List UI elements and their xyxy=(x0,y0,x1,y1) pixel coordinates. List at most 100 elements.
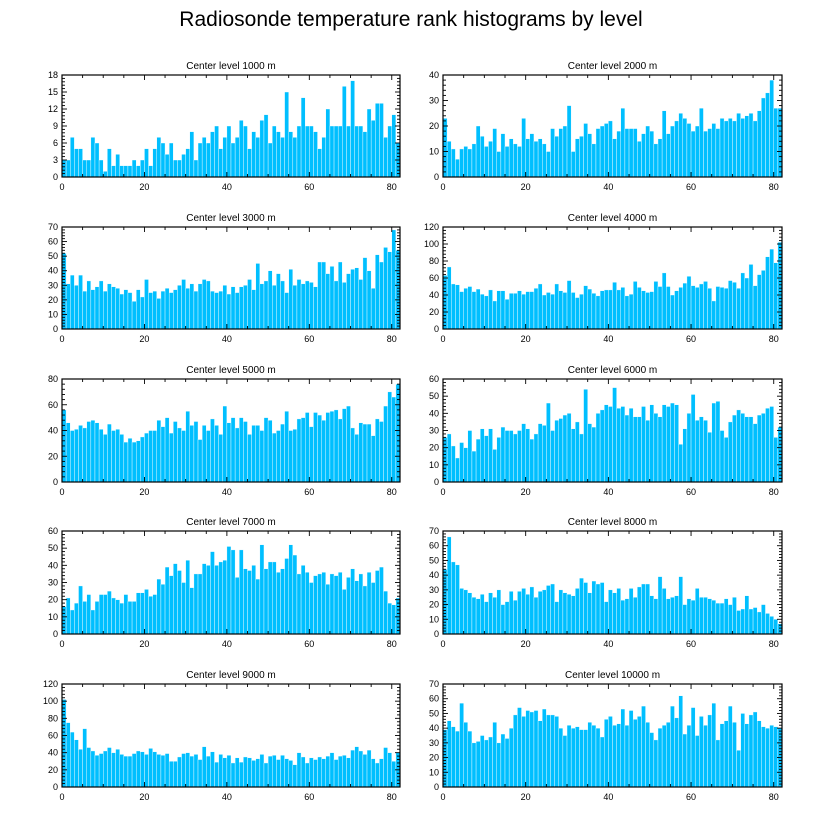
histogram-bar xyxy=(657,416,663,483)
histogram-bar xyxy=(504,299,510,330)
histogram-bar xyxy=(193,573,199,635)
histogram-bar xyxy=(579,577,584,635)
histogram-bar xyxy=(537,423,543,483)
histogram-bar xyxy=(358,750,364,788)
histogram-bar xyxy=(500,290,506,330)
histogram-bar xyxy=(570,151,576,178)
x-tick-label: 60 xyxy=(686,792,696,802)
histogram-bar xyxy=(666,133,671,178)
histogram-bar xyxy=(736,750,741,788)
histogram-bar xyxy=(387,602,392,635)
histogram-bar xyxy=(674,290,679,330)
panel-title: Center level 9000 m xyxy=(186,670,276,681)
x-tick-label: 60 xyxy=(686,182,696,192)
histogram-bar xyxy=(558,418,564,483)
histogram-bar xyxy=(103,750,108,788)
histogram-bar xyxy=(144,279,149,330)
histogram-bar xyxy=(620,287,626,330)
histogram-bar xyxy=(173,563,178,635)
x-tick-label: 60 xyxy=(686,487,696,497)
histogram-bar xyxy=(197,573,203,635)
histogram-bar xyxy=(446,720,452,788)
histogram-bar xyxy=(288,430,294,483)
histogram-bar xyxy=(78,585,83,635)
histogram-bar xyxy=(370,582,376,635)
histogram-bar xyxy=(525,291,531,330)
histogram-bar xyxy=(682,733,688,788)
histogram-bar xyxy=(263,417,269,483)
histogram-bar xyxy=(637,287,642,330)
histogram-bar xyxy=(682,604,688,635)
histogram-bar xyxy=(90,137,96,178)
histogram-bar xyxy=(317,573,322,635)
y-tick-label: 10 xyxy=(429,147,439,157)
histogram-bar xyxy=(107,148,112,178)
histogram-bar xyxy=(467,730,473,788)
x-tick-label: 80 xyxy=(769,792,779,802)
histogram-bar xyxy=(723,598,729,635)
histogram-bar xyxy=(123,594,129,635)
histogram-bar xyxy=(492,449,497,483)
histogram-bar xyxy=(740,413,745,483)
histogram-bar xyxy=(193,421,199,483)
y-tick-label: 50 xyxy=(429,555,439,565)
histogram-bar xyxy=(467,148,473,178)
histogram-bar xyxy=(135,165,141,178)
histogram-bar xyxy=(234,427,240,483)
histogram-bar xyxy=(342,86,347,178)
histogram-bar xyxy=(168,432,174,483)
histogram-bar xyxy=(107,283,112,330)
histogram-bar xyxy=(123,441,129,483)
histogram-bar xyxy=(160,755,166,788)
histogram-bar xyxy=(177,285,182,330)
histogram-bar xyxy=(587,423,593,483)
histogram-bar xyxy=(661,725,667,788)
histogram-bar xyxy=(272,755,277,788)
histogram-bar xyxy=(214,125,219,178)
histogram-bar xyxy=(773,262,779,330)
histogram-bar xyxy=(168,761,174,788)
x-tick-label: 40 xyxy=(222,182,232,192)
histogram-bar xyxy=(383,747,388,788)
histogram-bar xyxy=(537,720,543,788)
histogram-bar xyxy=(82,159,87,178)
histogram-bar xyxy=(641,406,646,483)
histogram-bar xyxy=(90,609,96,635)
histogram-bar xyxy=(65,597,71,635)
histogram-bar xyxy=(513,293,518,330)
histogram-bar xyxy=(566,413,572,483)
panel-title: Center level 1000 m xyxy=(186,61,276,72)
histogram-bar xyxy=(304,572,310,635)
histogram-bar xyxy=(570,595,576,635)
histogram-bar xyxy=(521,423,526,483)
histogram-bar xyxy=(756,611,762,635)
y-tick-label: 6 xyxy=(53,138,58,148)
histogram-bar xyxy=(521,118,526,178)
histogram-bar xyxy=(160,290,166,330)
histogram-bar xyxy=(317,414,322,483)
histogram-bar xyxy=(243,756,248,788)
histogram-bar xyxy=(533,597,539,635)
histogram-bar xyxy=(131,159,137,178)
plot-frame xyxy=(442,530,783,635)
histogram-bar xyxy=(694,125,700,178)
histogram-bar xyxy=(135,289,141,330)
histogram-bar xyxy=(296,125,302,178)
histogram-bar xyxy=(375,254,380,330)
histogram-bar xyxy=(276,131,281,178)
histogram-bar xyxy=(765,727,770,788)
histogram-bar xyxy=(255,578,261,635)
histogram-bar xyxy=(156,754,162,788)
histogram-bar xyxy=(492,722,497,788)
histogram-bar xyxy=(358,573,364,635)
histogram-bar xyxy=(496,290,502,330)
histogram-bar xyxy=(451,283,456,330)
histogram-bar xyxy=(500,604,506,635)
histogram-bar xyxy=(678,113,683,178)
histogram-bar xyxy=(234,292,240,330)
histogram-bar xyxy=(131,601,137,635)
histogram-bar xyxy=(769,79,774,178)
histogram-bar xyxy=(156,578,162,635)
histogram-bar xyxy=(251,289,256,330)
histogram-bar xyxy=(608,406,613,483)
